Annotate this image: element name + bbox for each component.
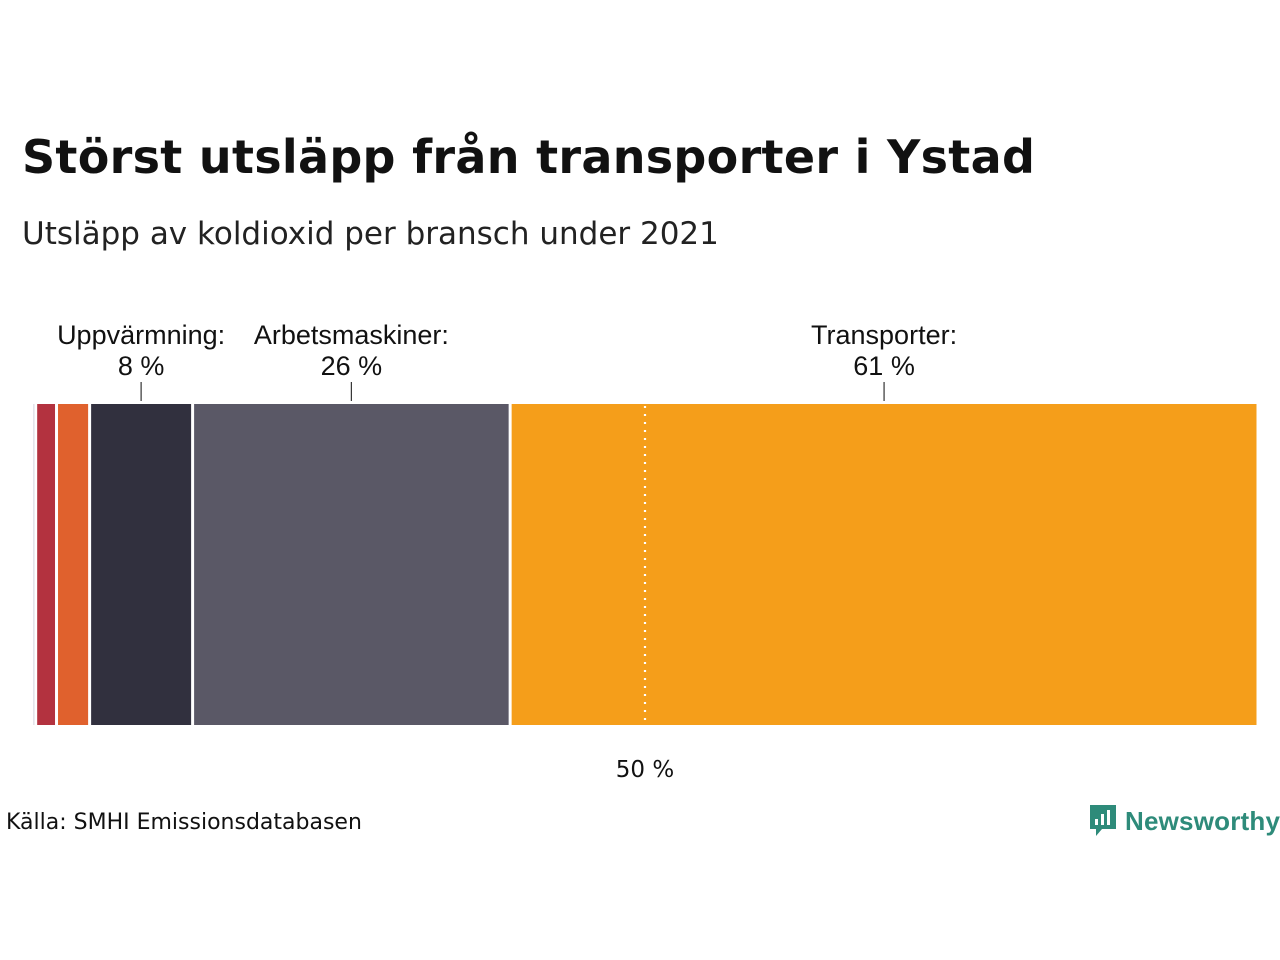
segment-value-transporter: 61 % [853, 351, 915, 381]
bar-segment-uppvärmning [91, 404, 192, 725]
bar-segment-arbetsmaskiner [194, 404, 509, 725]
segment-label-arbetsmaskiner: Arbetsmaskiner: [254, 320, 449, 350]
segment-label-transporter: Transporter: [811, 320, 957, 350]
stacked-bar-chart: Uppvärmning:8 % Arbetsmaskiner:26 % Transp… [33, 320, 1257, 783]
chart-bubble-icon [1090, 805, 1116, 836]
reference-line-label: 50 % [616, 757, 674, 783]
segment-labels: Uppvärmning:8 % Arbetsmaskiner:26 % Transp… [57, 320, 957, 401]
segment-value-uppvärmning: 8 % [118, 351, 165, 381]
segment-value-arbetsmaskiner: 26 % [321, 351, 383, 381]
newsworthy-logo: Newsworthy [1088, 803, 1280, 839]
brand-name: Newsworthy [1125, 805, 1280, 836]
chart-subtitle: Utsläpp av koldioxid per bransch under 2… [22, 216, 719, 252]
reference-line-group: 50 % [616, 406, 674, 783]
bar-segment-minor-2 [58, 404, 89, 725]
segment-label-uppvärmning: Uppvärmning: [57, 320, 225, 350]
bar-segments [33, 404, 1257, 725]
bar-segment-transporter [511, 404, 1257, 725]
bar-segment-minor-0 [33, 404, 35, 725]
chart-title: Störst utsläpp från transporter i Ystad [22, 130, 1036, 184]
bar-segment-minor-1 [37, 404, 56, 725]
source-note: Källa: SMHI Emissionsdatabasen [6, 810, 362, 835]
